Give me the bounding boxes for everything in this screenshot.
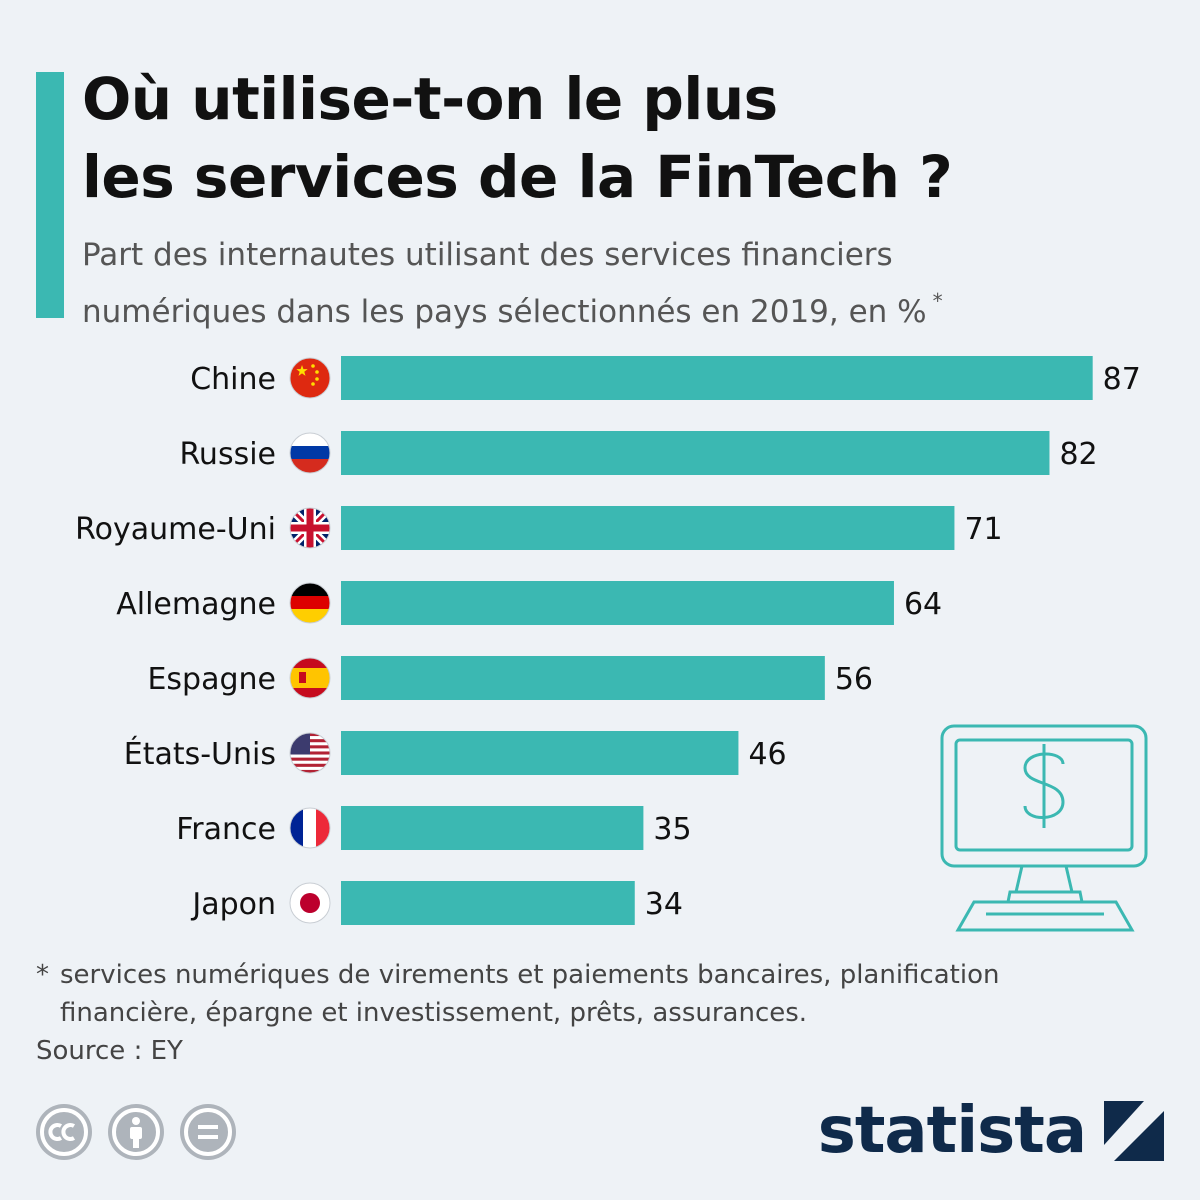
usa-flag-icon	[289, 732, 331, 774]
bar	[341, 806, 644, 850]
subtitle-line-2: numériques dans les pays sélectionnés en…	[82, 294, 927, 330]
source-label: Source : EY	[36, 1036, 183, 1066]
bar	[341, 506, 955, 550]
brand-name: statista	[817, 1094, 1087, 1168]
category-label: Allemagne	[116, 587, 276, 622]
statista-mark-icon	[1104, 1101, 1164, 1161]
category-label: France	[176, 812, 276, 847]
category-label: Russie	[179, 437, 276, 472]
chart-subtitle: Part des internautes utilisant des servi…	[82, 232, 1172, 335]
bar	[341, 581, 894, 625]
category-label: Espagne	[147, 662, 276, 697]
category-label: Royaume-Uni	[75, 512, 276, 547]
bar	[341, 731, 739, 775]
accent-bar	[36, 72, 64, 318]
data-label: 34	[645, 887, 683, 922]
japan-flag-icon	[289, 882, 331, 924]
statista-logo[interactable]: statista	[818, 1094, 1164, 1168]
bar	[341, 881, 635, 925]
no-derivatives-icon[interactable]	[180, 1104, 236, 1160]
data-label: 82	[1059, 437, 1097, 472]
data-label: 46	[748, 737, 786, 772]
germany-flag-icon	[289, 582, 331, 624]
footnote-text-2: financière, épargne et investissement, p…	[60, 998, 808, 1028]
footnote-marker: *	[36, 960, 49, 990]
data-label: 71	[964, 512, 1002, 547]
russia-flag-icon	[289, 432, 331, 474]
footnote-text-1: services numériques de virements et paie…	[60, 960, 1000, 990]
bar	[341, 356, 1093, 400]
data-label: 56	[835, 662, 873, 697]
title-line-1: Où utilise-t-on le plus	[82, 65, 778, 133]
attribution-icon[interactable]	[108, 1104, 164, 1160]
bar	[341, 656, 825, 700]
china-flag-icon	[289, 357, 331, 399]
data-label: 87	[1103, 362, 1141, 397]
uk-flag-icon	[289, 507, 331, 549]
bar-chart: Chine 87 Russie 82 Royaume-Uni 71 Allemagne 64 E…	[75, 356, 1141, 925]
category-label: Japon	[190, 887, 276, 922]
footnote: * services numériques de virements et pai…	[36, 956, 1136, 1032]
subtitle-footnote-marker: *	[932, 289, 943, 313]
category-label: Chine	[190, 362, 276, 397]
license-icons	[36, 1104, 236, 1160]
cc-icon[interactable]	[36, 1104, 92, 1160]
footnote-line-1: * services numériques de virements et pai…	[36, 956, 1136, 994]
computer-dollar-icon	[940, 724, 1148, 932]
spain-flag-icon	[289, 657, 331, 699]
data-label: 64	[904, 587, 942, 622]
category-label: États-Unis	[124, 736, 276, 772]
data-label: 35	[653, 812, 691, 847]
title-line-2: les services de la FinTech ?	[82, 143, 953, 211]
bar	[341, 431, 1050, 475]
chart-title: Où utilise-t-on le plus les services de …	[82, 60, 1172, 216]
subtitle-line-1: Part des internautes utilisant des servi…	[82, 237, 893, 273]
france-flag-icon	[289, 807, 331, 849]
